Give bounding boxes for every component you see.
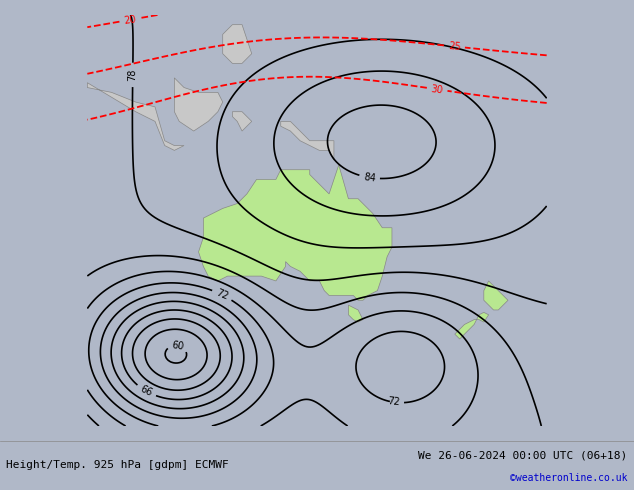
Polygon shape (349, 305, 363, 322)
Polygon shape (281, 122, 334, 160)
Text: Height/Temp. 925 hPa [gdpm] ECMWF: Height/Temp. 925 hPa [gdpm] ECMWF (6, 461, 229, 470)
Text: 30: 30 (430, 84, 444, 95)
Polygon shape (455, 312, 489, 339)
Polygon shape (198, 165, 392, 300)
Polygon shape (87, 83, 184, 150)
Text: 25: 25 (448, 41, 461, 52)
Polygon shape (223, 24, 252, 63)
Text: ©weatheronline.co.uk: ©weatheronline.co.uk (510, 473, 628, 483)
Text: 60: 60 (171, 340, 184, 352)
Polygon shape (174, 78, 223, 131)
Text: 20: 20 (123, 14, 136, 25)
Text: 78: 78 (127, 69, 138, 81)
Polygon shape (233, 112, 252, 131)
Polygon shape (484, 281, 508, 310)
Text: 72: 72 (387, 396, 400, 408)
Text: 84: 84 (363, 172, 377, 183)
Text: We 26-06-2024 00:00 UTC (06+18): We 26-06-2024 00:00 UTC (06+18) (418, 451, 628, 461)
Text: 66: 66 (139, 384, 154, 398)
Text: 72: 72 (214, 288, 230, 302)
